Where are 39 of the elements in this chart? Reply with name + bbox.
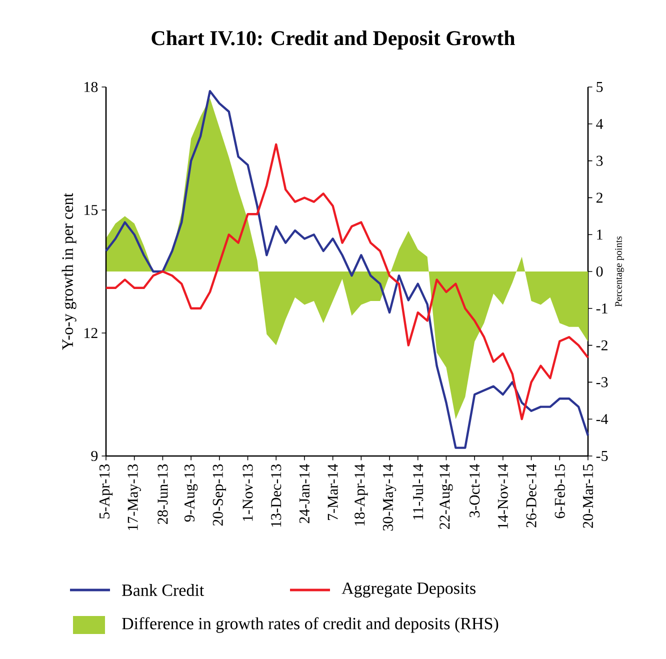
y2-tick-label: -4 <box>596 414 608 424</box>
x-tick-label: 11-Jul-14 <box>412 464 424 520</box>
legend-label: Aggregate Deposits <box>342 582 476 598</box>
y2-tick-label: 2 <box>596 192 602 203</box>
y2-tick-label: -2 <box>596 340 608 350</box>
y-axis-title: Y-o-y growth in per cent <box>62 192 76 350</box>
x-tick-label: 9-Aug-13 <box>184 464 198 522</box>
y-tick-label: 12 <box>84 328 98 338</box>
x-tick-label: 14-Nov-14 <box>498 464 508 528</box>
y2-tick-label: 1 <box>597 230 602 240</box>
x-tick-label: 30-May-14 <box>382 464 396 531</box>
x-tick-label: 1-Nov-13 <box>242 464 253 521</box>
x-tick-label: 18-Apr-14 <box>354 464 368 526</box>
y-tick-label: 9 <box>91 450 98 462</box>
x-tick-label: 20-Mar-15 <box>582 464 594 528</box>
y-tick-label: 18 <box>84 82 98 92</box>
x-tick-label: 17-May-13 <box>128 464 141 530</box>
x-tick-label: 22-Aug-14 <box>440 464 453 529</box>
legend-label: Difference in growth rates of credit and deposits (RHS) <box>122 617 498 633</box>
y2-tick-label: 0 <box>596 266 603 277</box>
y-tick-label: 15 <box>84 204 98 216</box>
x-tick-label: 26-Dec-14 <box>526 464 536 528</box>
y2-tick-label: -1 <box>596 303 608 314</box>
x-tick-label: 24-Jan-14 <box>299 464 310 524</box>
y2-tick-label: 4 <box>596 118 604 129</box>
y2-tick-label: 3 <box>596 156 603 166</box>
y2-tick-label: -5 <box>596 451 608 461</box>
x-tick-label: 13-Dec-13 <box>271 464 282 527</box>
y2-tick-label: -3 <box>596 377 608 388</box>
y2-axis-title: Percentage points <box>615 236 624 307</box>
x-tick-label: 7-Mar-14 <box>328 464 338 520</box>
x-tick-label: 5-Apr-13 <box>99 464 113 518</box>
x-tick-label: 6-Feb-15 <box>554 464 565 518</box>
chart-title: Chart IV.10: Credit and Deposit Growth <box>152 30 515 50</box>
legend-label: Bank Credit <box>122 584 204 596</box>
x-tick-label: 3-Oct-14 <box>470 464 480 518</box>
y2-tick-label: 5 <box>596 82 603 92</box>
x-tick-label: 28-Jun-13 <box>158 464 168 524</box>
x-tick-label: 20-Sep-13 <box>212 464 226 526</box>
